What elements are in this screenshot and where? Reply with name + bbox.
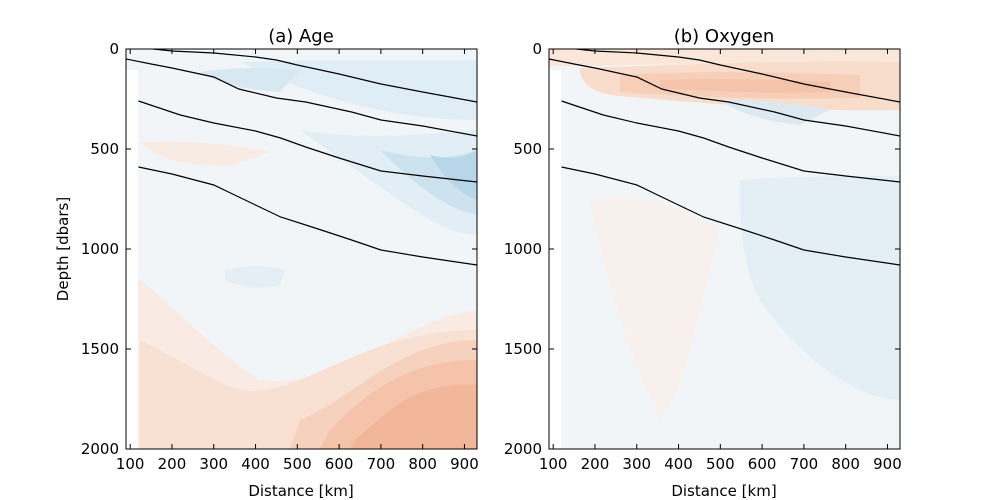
age-ytick-label: 500: [90, 140, 119, 158]
age-field: [126, 49, 477, 449]
age-xtick-label: 200: [158, 455, 187, 473]
oxygen-field: [549, 49, 900, 449]
oxygen-contour-line-3: [561, 100, 900, 183]
age-panel: 100 200 300 400 500 600 700 800 900 0 500 1000 1500 2…: [54, 26, 479, 500]
oxygen-contour-line-1: [576, 49, 900, 103]
oxygen-contour-lines: [549, 49, 900, 266]
oxygen-xtick-label: 500: [706, 455, 735, 473]
age-xtick-label: 300: [199, 455, 228, 473]
oxygen-ytick-label: 2000: [504, 440, 542, 458]
age-contour-line-2: [126, 58, 477, 137]
oxygen-xtick-label: 800: [831, 455, 860, 473]
age-ticks: 100 200 300 400 500 600 700 800 900 0 500 1000 1500 2…: [81, 40, 479, 473]
age-ytick-label: 1500: [81, 340, 119, 358]
oxygen-panel: 100 200 300 400 500 600 700 800 900 0 500 1000 1500 2…: [504, 26, 902, 500]
oxygen-xtick-label: 100: [539, 455, 568, 473]
age-xtick-label: 500: [283, 455, 312, 473]
age-xtick-label: 900: [450, 455, 479, 473]
age-xtick-label: 600: [325, 455, 354, 473]
age-contour-lines: [126, 49, 477, 266]
age-ytick-label: 0: [109, 40, 119, 58]
oxygen-contour-line-4: [561, 166, 900, 266]
oxygen-ticks: 100 200 300 400 500 600 700 800 900 0 500 1000 1500 2…: [504, 40, 902, 473]
oxygen-ytick-label: 1500: [504, 340, 542, 358]
oxygen-xtick-label: 900: [873, 455, 902, 473]
oxygen-ytick-label: 1000: [504, 240, 542, 258]
age-ytick-label: 2000: [81, 440, 119, 458]
age-xtick-label: 400: [241, 455, 270, 473]
oxygen-xtick-label: 700: [790, 455, 819, 473]
oxygen-title: (b) Oxygen: [674, 26, 775, 47]
oxygen-ytick-label: 0: [532, 40, 542, 58]
oxygen-xtick-label: 600: [748, 455, 777, 473]
age-xtick-label: 800: [408, 455, 437, 473]
oxygen-contour-line-2: [549, 58, 900, 137]
age-contour-line-1: [153, 49, 477, 103]
age-title: (a) Age: [268, 26, 334, 47]
oxygen-xtick-label: 300: [622, 455, 651, 473]
oxygen-xtick-label: 400: [664, 455, 693, 473]
age-xtick-label: 700: [367, 455, 396, 473]
age-ylabel: Depth [dbars]: [54, 197, 72, 301]
oxygen-xtick-label: 200: [581, 455, 610, 473]
oxygen-ytick-label: 500: [513, 140, 542, 158]
age-contour-line-3: [138, 100, 477, 183]
age-xlabel: Distance [km]: [248, 482, 353, 500]
age-xtick-label: 100: [116, 455, 145, 473]
age-contour-line-4: [138, 166, 477, 266]
age-ytick-label: 1000: [81, 240, 119, 258]
oxygen-xlabel: Distance [km]: [671, 482, 776, 500]
